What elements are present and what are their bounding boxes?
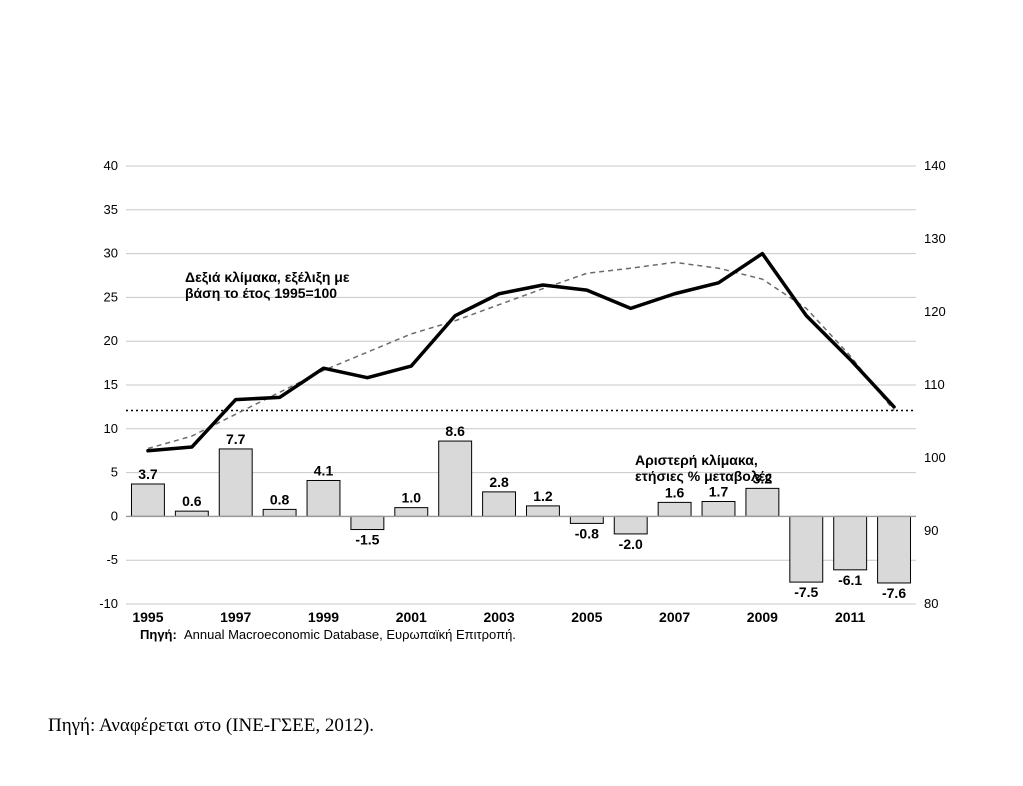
- chart-source-label: Πηγή:: [140, 627, 177, 642]
- bar-value-label: 7.7: [226, 431, 246, 447]
- x-axis-tick-label: 2001: [396, 609, 427, 625]
- bar: [307, 480, 340, 516]
- citation-text: Αναφέρεται στο (ΙΝΕ-ΓΣΕΕ, 2012).: [99, 715, 374, 736]
- bar: [658, 502, 691, 516]
- bar-value-label: -1.5: [355, 532, 379, 548]
- x-axis-tick-label: 1997: [220, 609, 251, 625]
- bar-value-label: 1.7: [709, 484, 729, 500]
- left-axis-tick-label: 5: [111, 465, 118, 480]
- bar-value-label: 0.6: [182, 493, 202, 509]
- bar-value-label: 1.2: [533, 488, 553, 504]
- right-axis-tick-label: 90: [924, 523, 938, 538]
- left-axis-tick-label: 30: [104, 246, 118, 261]
- bar: [351, 516, 384, 529]
- left-axis-tick-label: 0: [111, 508, 118, 523]
- citation-label: Πηγή:: [48, 715, 95, 736]
- left-axis-tick-label: 20: [104, 333, 118, 348]
- bar-value-label: -2.0: [619, 536, 643, 552]
- chart-source-text: Annual Macroeconomic Database, Ευρωπαϊκή…: [184, 627, 516, 642]
- bar-value-label: 1.0: [402, 490, 422, 506]
- bar: [263, 509, 296, 516]
- bar: [219, 449, 252, 516]
- right-axis-tick-label: 100: [924, 450, 946, 465]
- bar: [570, 516, 603, 523]
- x-axis-tick-label: 2005: [571, 609, 602, 625]
- bar-value-label: -6.1: [838, 572, 862, 588]
- left-axis-tick-label: 35: [104, 202, 118, 217]
- left-axis-tick-label: 15: [104, 377, 118, 392]
- bar: [746, 488, 779, 516]
- bar-value-label: 0.8: [270, 491, 290, 507]
- annotation-right-scale-line1: Δεξιά κλίμακα, εξέλιξη με: [185, 269, 350, 285]
- bar: [439, 441, 472, 516]
- left-axis-tick-label: 10: [104, 421, 118, 436]
- bar-value-label: -0.8: [575, 525, 599, 541]
- bar: [131, 484, 164, 516]
- bar: [790, 516, 823, 582]
- chart-svg: -10 -5 0 5 10 15 20 25 30 35 40 80 90 100 110 120 130 140…: [90, 160, 960, 680]
- right-axis-tick-label: 110: [924, 377, 945, 392]
- chart-container: -10 -5 0 5 10 15 20 25 30 35 40 80 90 100 110 120 130 140…: [90, 160, 960, 680]
- right-axis-tick-label: 80: [924, 596, 938, 611]
- bar: [614, 516, 647, 534]
- bar: [395, 508, 428, 517]
- x-axis-tick-label: 2011: [835, 609, 866, 625]
- bar-value-label: -7.6: [882, 585, 906, 601]
- chart-plot: -10 -5 0 5 10 15 20 25 30 35 40 80 90 100 110 120 130 140…: [90, 160, 960, 680]
- bar: [526, 506, 559, 517]
- bar: [483, 492, 516, 517]
- annotation-left-scale-line1: Αριστερή κλίμακα,: [635, 452, 758, 468]
- bar-value-label: -7.5: [794, 584, 818, 600]
- left-axis-tick-label: 40: [104, 160, 118, 173]
- bar-value-label: 2.8: [489, 474, 509, 490]
- right-axis-tick-label: 140: [924, 160, 946, 173]
- bar-value-label: 8.6: [445, 423, 465, 439]
- x-axis-tick-label: 2003: [483, 609, 514, 625]
- x-axis-tick-label: 1995: [132, 609, 163, 625]
- citation-line: Πηγή: Αναφέρεται στο (ΙΝΕ-ΓΣΕΕ, 2012).: [48, 715, 374, 737]
- left-axis-tick-label: -10: [99, 596, 118, 611]
- bar: [878, 516, 911, 583]
- left-axis-tick-label: -5: [106, 552, 118, 567]
- right-axis-tick-label: 130: [924, 231, 946, 246]
- x-axis-tick-label: 1999: [308, 609, 339, 625]
- bar: [834, 516, 867, 569]
- right-axis-tick-label: 120: [924, 304, 946, 319]
- x-axis-tick-label: 2009: [747, 609, 778, 625]
- left-axis-tick-label: 25: [104, 289, 118, 304]
- bar: [175, 511, 208, 516]
- bar-value-label: 1.6: [665, 484, 685, 500]
- annotation-left-scale-line2: ετήσιες % μεταβολές: [635, 468, 772, 484]
- bar: [702, 502, 735, 517]
- bar-value-label: 4.1: [314, 462, 334, 478]
- page: -10 -5 0 5 10 15 20 25 30 35 40 80 90 100 110 120 130 140…: [0, 0, 1023, 786]
- annotation-right-scale-line2: βάση το έτος 1995=100: [185, 285, 337, 301]
- x-axis-tick-label: 2007: [659, 609, 690, 625]
- bar-value-label: 3.7: [138, 466, 158, 482]
